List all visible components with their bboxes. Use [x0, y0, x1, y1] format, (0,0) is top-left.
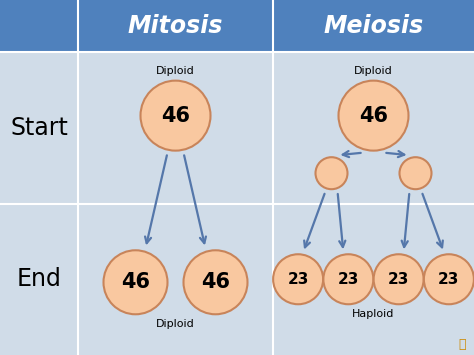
Text: 46: 46: [161, 106, 190, 126]
Circle shape: [374, 254, 424, 304]
Circle shape: [400, 157, 431, 189]
Circle shape: [316, 157, 347, 189]
Text: 46: 46: [359, 106, 388, 126]
Text: 23: 23: [388, 272, 410, 287]
Text: 46: 46: [201, 272, 230, 292]
Text: Diploid: Diploid: [156, 319, 195, 329]
Circle shape: [338, 81, 409, 151]
Text: 23: 23: [438, 272, 460, 287]
Circle shape: [273, 254, 323, 304]
Circle shape: [183, 250, 247, 314]
Text: Diploid: Diploid: [354, 66, 393, 76]
Text: Haploid: Haploid: [352, 309, 395, 319]
Circle shape: [140, 81, 210, 151]
Text: Diploid: Diploid: [156, 66, 195, 76]
Text: Meiosis: Meiosis: [323, 14, 424, 38]
Text: 23: 23: [337, 272, 359, 287]
Circle shape: [323, 254, 374, 304]
Text: 🔈: 🔈: [458, 339, 466, 351]
Circle shape: [103, 250, 167, 314]
Bar: [0, 0, 474, 52]
Text: Mitosis: Mitosis: [128, 14, 223, 38]
Text: 23: 23: [287, 272, 309, 287]
Circle shape: [424, 254, 474, 304]
Text: Start: Start: [10, 116, 68, 140]
Text: 46: 46: [121, 272, 150, 292]
Text: End: End: [17, 267, 62, 291]
